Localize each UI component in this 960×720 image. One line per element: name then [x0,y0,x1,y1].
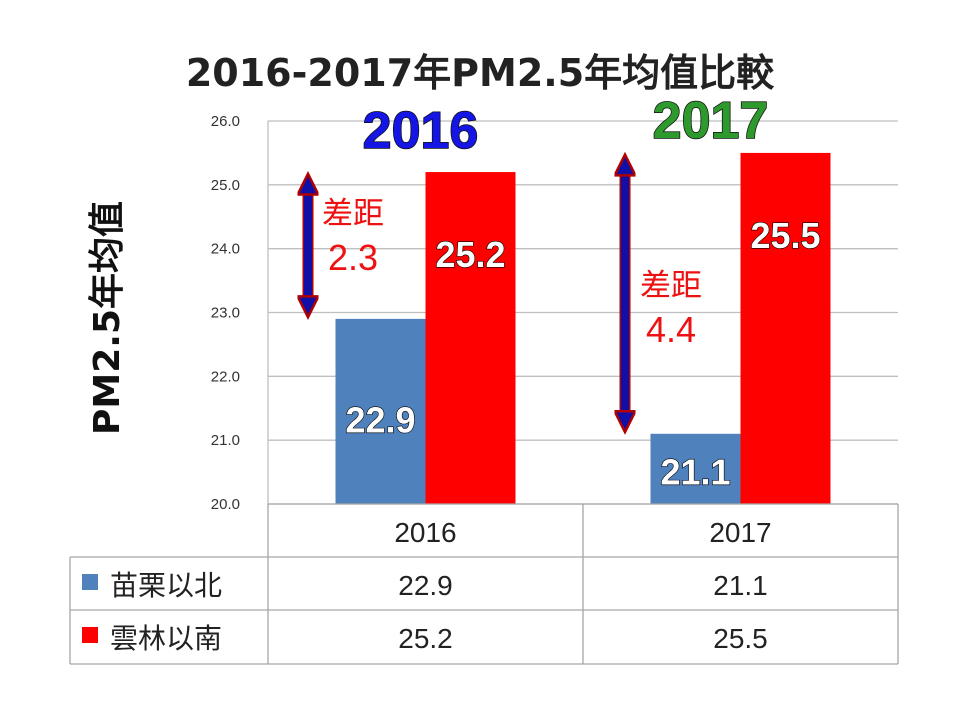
table-value-cell: 25.2 [398,623,453,654]
bar [425,172,516,505]
y-tick-label: 21.0 [211,432,240,449]
data-label: 25.5 [750,215,820,256]
annotation-year-label: 2016 [363,102,479,160]
table-header-cell: 2016 [394,517,456,548]
legend-swatch [82,627,98,643]
table-value-cell: 25.5 [713,623,768,654]
table-value-cell: 22.9 [398,570,453,601]
y-tick-label: 24.0 [211,241,240,258]
data-label: 22.9 [345,400,415,441]
y-tick-label: 23.0 [211,305,240,322]
y-tick-label: 26.0 [211,113,240,130]
table-header-cell: 2017 [709,517,771,548]
gap-label: 差距 [322,196,384,232]
table-value-cell: 21.1 [713,570,768,601]
gap-label: 差距 [640,268,702,304]
chart-title: 2016-2017年PM2.5年均值比較 [185,51,775,95]
bar [740,152,831,504]
table-series-name: 雲林以南 [110,622,222,655]
legend-swatch [82,574,98,590]
gap-value: 4.4 [646,309,696,350]
table-series-name: 苗栗以北 [110,569,222,602]
y-tick-label: 20.0 [211,496,240,513]
bar [335,318,426,504]
gap-value: 2.3 [328,237,378,278]
data-label: 25.2 [435,234,505,275]
bar [650,433,741,504]
y-tick-label: 25.0 [211,177,240,194]
data-label: 21.1 [660,451,730,492]
annotation-year-label: 2017 [653,92,769,150]
y-tick-label: 22.0 [211,368,240,385]
